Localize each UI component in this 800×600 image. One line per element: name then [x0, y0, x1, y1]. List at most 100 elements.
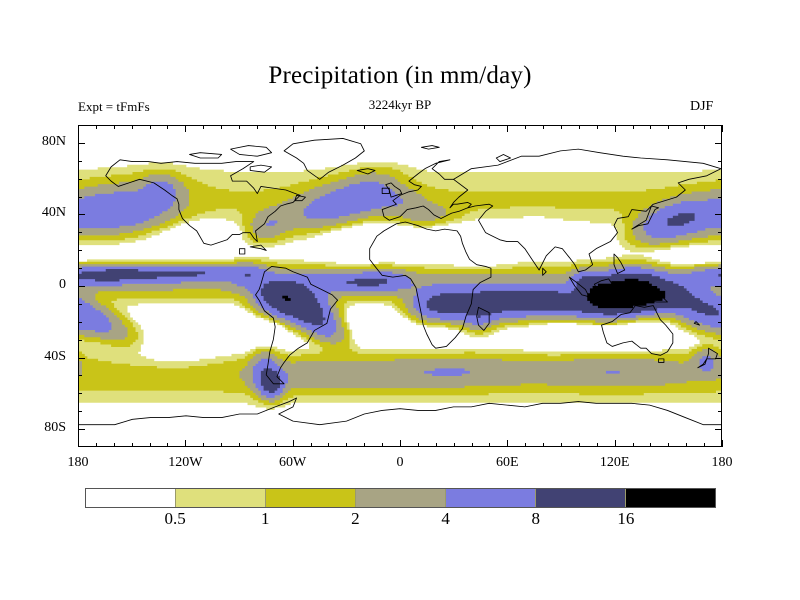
- colorbar-band[interactable]: [86, 489, 175, 507]
- x-tick-mark: [400, 440, 401, 447]
- coastline-segment: [381, 187, 390, 194]
- precip-band-4: [79, 181, 721, 398]
- precip-band-2: [79, 167, 721, 406]
- y-tick-mark: [715, 429, 722, 431]
- x-tick-mark: [668, 443, 670, 447]
- x-tick-mark: [525, 125, 527, 129]
- map-plot-area: [78, 125, 722, 447]
- x-tick-mark: [167, 443, 169, 447]
- y-axis-tick-label: 80S: [44, 420, 66, 436]
- colorbar-band[interactable]: [445, 489, 535, 507]
- y-tick-mark: [718, 411, 722, 413]
- x-tick-mark: [95, 125, 97, 129]
- colorbar-tick-label: 1: [261, 509, 270, 528]
- coastline-segment: [611, 283, 624, 296]
- x-tick-mark: [256, 125, 258, 129]
- x-tick-mark: [435, 125, 437, 129]
- x-tick-mark: [274, 125, 276, 129]
- x-tick-mark: [561, 125, 562, 129]
- y-tick-mark: [78, 142, 85, 144]
- y-tick-mark: [78, 411, 82, 413]
- x-tick-mark: [78, 440, 79, 447]
- x-axis-tick-label: 0: [396, 455, 404, 470]
- x-tick-mark: [239, 125, 240, 129]
- x-axis-tick-label: 60W: [279, 455, 307, 470]
- coastline-segment: [105, 159, 301, 246]
- y-tick-mark: [78, 196, 82, 198]
- coastline-segment: [697, 347, 718, 369]
- x-tick-mark: [632, 125, 634, 129]
- x-tick-mark: [435, 443, 437, 447]
- precip-band-1: [79, 162, 721, 410]
- coastline-segment: [601, 305, 674, 356]
- x-tick-mark: [221, 125, 223, 129]
- x-tick-mark: [596, 443, 598, 447]
- x-tick-mark: [292, 440, 294, 447]
- y-tick-mark: [718, 160, 722, 162]
- y-tick-mark: [715, 214, 722, 216]
- coastline-segment: [453, 148, 721, 273]
- x-tick-mark: [185, 125, 187, 132]
- x-tick-mark: [614, 440, 616, 447]
- coastline-segment: [255, 266, 339, 385]
- x-tick-mark: [543, 125, 545, 129]
- y-tick-mark: [78, 214, 85, 216]
- coastlines: [79, 138, 721, 426]
- x-tick-mark: [686, 125, 688, 129]
- y-tick-mark: [718, 393, 722, 395]
- colorbar-tick-label: 2: [351, 509, 360, 528]
- colorbar-band[interactable]: [625, 489, 715, 507]
- x-axis-tick-label: 180: [67, 455, 89, 470]
- y-tick-mark: [718, 303, 722, 305]
- coastline-segment: [586, 296, 606, 301]
- x-tick-mark: [78, 125, 79, 132]
- x-tick-mark: [453, 443, 455, 447]
- y-tick-mark: [78, 429, 85, 431]
- x-tick-mark: [113, 443, 115, 447]
- y-tick-mark: [78, 160, 82, 162]
- x-tick-mark: [578, 125, 580, 129]
- y-axis-tick-label: 80N: [41, 133, 66, 149]
- coastline-segment: [631, 205, 660, 230]
- coastline-segment: [693, 321, 701, 326]
- y-tick-mark: [718, 250, 722, 252]
- x-tick-mark: [704, 125, 706, 129]
- x-tick-mark: [346, 443, 348, 447]
- colorbar-band[interactable]: [175, 489, 265, 507]
- colorbar-band[interactable]: [265, 489, 355, 507]
- x-tick-mark: [346, 125, 348, 129]
- coastline-segment: [633, 287, 668, 303]
- experiment-label: Expt = tFmFs: [78, 99, 150, 114]
- x-tick-mark: [239, 443, 240, 447]
- coastline-segment: [230, 145, 273, 157]
- colorbar-band[interactable]: [535, 489, 625, 507]
- x-tick-mark: [453, 125, 455, 129]
- coastline-segment: [476, 306, 490, 331]
- x-tick-mark: [471, 125, 473, 129]
- x-tick-mark: [310, 125, 312, 129]
- x-tick-mark: [167, 125, 169, 129]
- coastline-segment: [381, 159, 472, 221]
- y-tick-mark: [78, 250, 82, 252]
- x-tick-mark: [131, 125, 133, 129]
- x-axis-tick-label: 60E: [496, 455, 519, 470]
- y-tick-mark: [78, 339, 82, 341]
- x-tick-mark: [632, 443, 634, 447]
- y-tick-mark: [78, 357, 85, 359]
- x-tick-mark: [274, 443, 276, 447]
- y-tick-mark: [78, 393, 82, 395]
- colorbar[interactable]: [85, 488, 716, 508]
- colorbar-band[interactable]: [355, 489, 445, 507]
- y-tick-mark: [718, 178, 722, 180]
- x-tick-mark: [221, 443, 223, 447]
- x-tick-mark: [704, 443, 706, 447]
- coastline-segment: [420, 145, 440, 150]
- x-tick-mark: [722, 440, 723, 447]
- x-tick-mark: [292, 125, 294, 132]
- y-tick-mark: [78, 268, 82, 270]
- colorbar-tick-label: 16: [617, 509, 635, 528]
- x-tick-mark: [722, 125, 723, 132]
- precip-band-3: [79, 172, 721, 403]
- x-tick-mark: [328, 125, 330, 129]
- x-tick-mark: [364, 125, 366, 129]
